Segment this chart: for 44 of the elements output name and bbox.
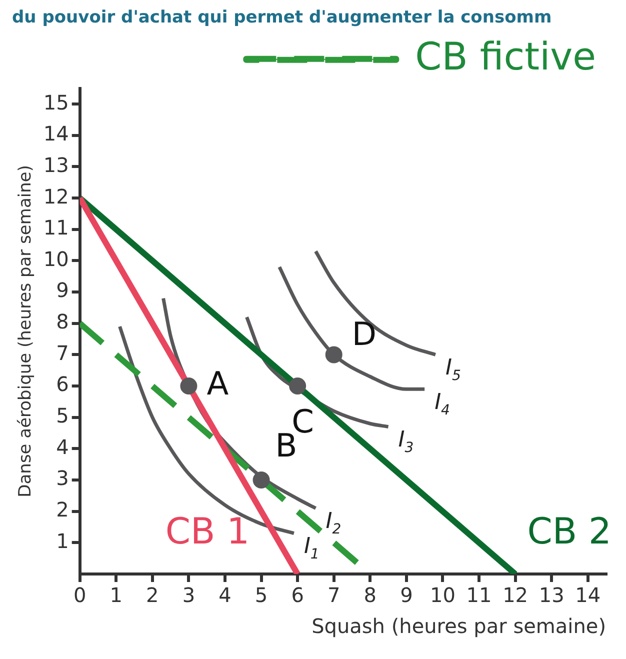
y-tick-label: 9	[56, 278, 69, 302]
line-series	[278, 265, 426, 391]
y-tick-label: 8	[56, 310, 69, 334]
x-tick-label: 14	[575, 583, 601, 608]
y-tick-label: 10	[43, 246, 69, 271]
point	[180, 378, 198, 395]
point	[252, 472, 270, 489]
x-tick-label: 7	[327, 583, 340, 608]
y-tick-label: 4	[56, 434, 69, 459]
x-tick-label: 8	[364, 583, 377, 608]
y-tick-label: 3	[56, 466, 69, 490]
line-series	[314, 250, 438, 356]
y-tick-label: 1	[56, 528, 69, 553]
y-tick-label: 11	[43, 216, 69, 240]
x-tick-label: 10	[430, 583, 456, 608]
chart-title: du pouvoir d'achat qui permet d'augmenter la consomm	[12, 8, 552, 28]
x-tick-label: 5	[254, 583, 268, 608]
y-axis-title: Danse aérobique (heures par semaine)	[16, 165, 36, 498]
legend-label: CB fictive	[415, 34, 596, 78]
x-tick-label: 12	[502, 583, 528, 608]
x-tick-label: 2	[146, 583, 159, 608]
y-tick-label: 2	[56, 498, 69, 522]
point	[325, 346, 342, 364]
x-tick-label: 11	[466, 583, 492, 608]
x-tick-label: 6	[291, 583, 304, 608]
y-tick-label: 5	[56, 404, 69, 428]
y-tick-label: 15	[43, 90, 69, 114]
series-label: CB 1	[165, 511, 250, 552]
x-tick-label: 13	[538, 583, 564, 608]
annotation: D	[352, 315, 376, 354]
point	[289, 378, 306, 395]
series-label: CB 2	[527, 511, 612, 552]
annotation: A	[206, 364, 229, 402]
y-tick-label: 6	[56, 372, 69, 396]
x-tick-label: 4	[218, 583, 232, 608]
x-tick-label: 9	[400, 583, 413, 608]
y-tick-label: 12	[43, 184, 69, 208]
x-axis-title: Squash (heures par semaine)	[312, 614, 606, 638]
y-tick-label: 14	[43, 122, 69, 146]
x-tick-label: 1	[110, 583, 123, 608]
x-tick-label: 3	[182, 583, 196, 608]
x-tick-label: 0	[73, 583, 86, 608]
y-tick-label: 13	[43, 152, 69, 177]
y-tick-label: 7	[56, 340, 69, 365]
